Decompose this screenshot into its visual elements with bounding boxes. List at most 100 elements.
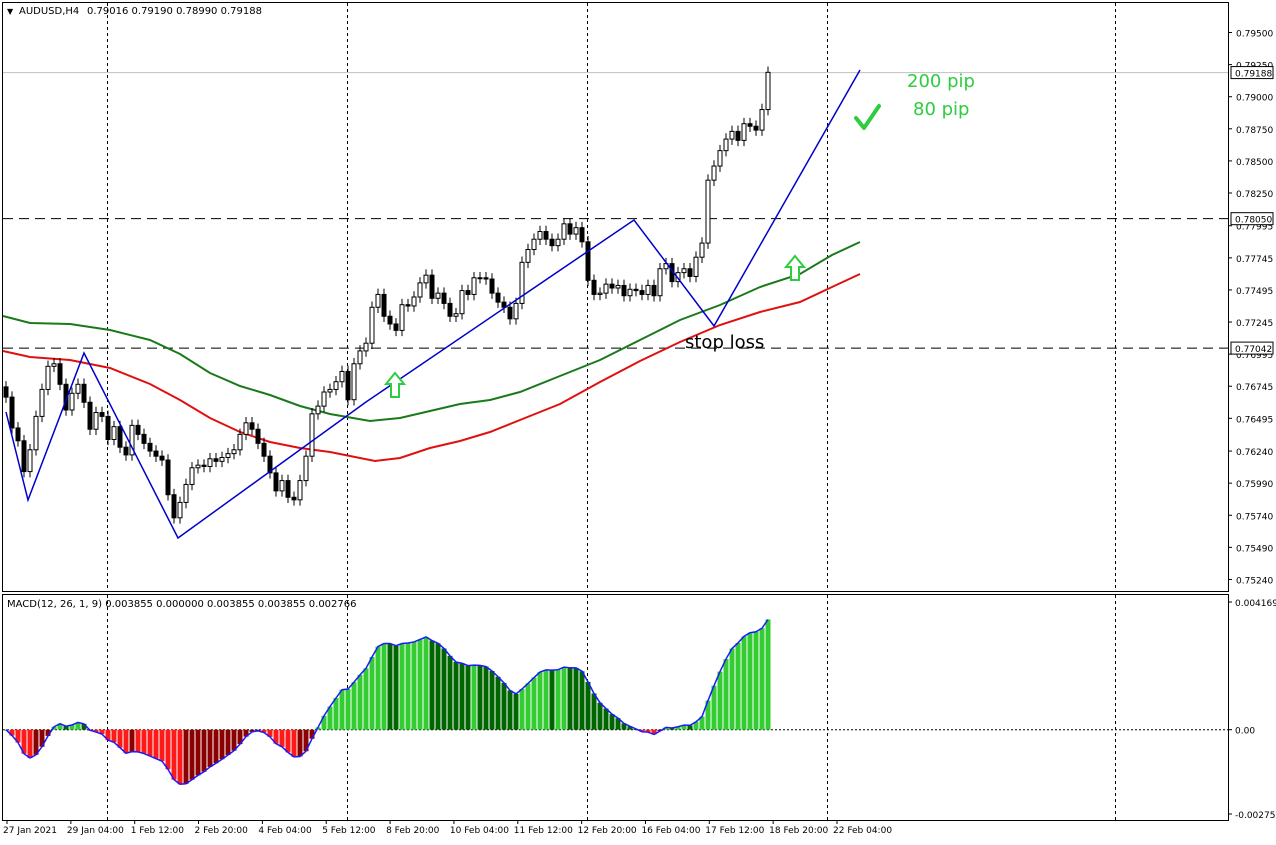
candle[interactable] xyxy=(117,420,123,453)
candle[interactable] xyxy=(279,474,285,497)
candle[interactable] xyxy=(405,298,411,312)
candle[interactable] xyxy=(327,383,333,398)
candle[interactable] xyxy=(459,284,465,320)
candle[interactable] xyxy=(159,450,165,466)
candle[interactable] xyxy=(723,133,729,157)
candle[interactable] xyxy=(63,378,69,416)
candle[interactable] xyxy=(255,423,261,450)
candle[interactable] xyxy=(363,337,369,357)
candle[interactable] xyxy=(303,450,309,487)
candle[interactable] xyxy=(429,269,435,305)
candle[interactable] xyxy=(621,279,627,302)
candle[interactable] xyxy=(81,378,87,409)
candle[interactable] xyxy=(219,451,225,468)
candle[interactable] xyxy=(39,383,45,423)
candle[interactable] xyxy=(27,444,33,478)
candle[interactable] xyxy=(243,417,249,441)
candle[interactable] xyxy=(207,452,213,473)
candle[interactable] xyxy=(759,103,765,136)
candle[interactable] xyxy=(609,278,615,294)
candle[interactable] xyxy=(225,447,231,464)
candle[interactable] xyxy=(579,221,585,248)
candle[interactable] xyxy=(417,277,423,303)
candle[interactable] xyxy=(57,357,63,391)
candle[interactable] xyxy=(315,400,321,420)
collapse-arrow-icon[interactable]: ▼ xyxy=(7,7,14,16)
candle[interactable] xyxy=(201,459,207,473)
candle[interactable] xyxy=(471,271,477,301)
candle[interactable] xyxy=(21,435,27,478)
candle[interactable] xyxy=(87,396,93,436)
candle[interactable] xyxy=(477,271,483,284)
candle[interactable] xyxy=(555,233,561,252)
candle[interactable] xyxy=(453,307,459,323)
candle[interactable] xyxy=(249,417,255,436)
candle[interactable] xyxy=(543,225,549,246)
candle[interactable] xyxy=(765,66,771,116)
candle[interactable] xyxy=(309,408,315,462)
candle[interactable] xyxy=(525,243,531,269)
candle[interactable] xyxy=(591,274,597,301)
candle[interactable] xyxy=(513,297,519,325)
candle[interactable] xyxy=(585,236,591,287)
candle[interactable] xyxy=(51,357,57,373)
candle[interactable] xyxy=(447,297,453,323)
candle[interactable] xyxy=(717,144,723,172)
candle[interactable] xyxy=(129,419,135,461)
candle[interactable] xyxy=(351,357,357,406)
candle[interactable] xyxy=(135,419,141,441)
candle[interactable] xyxy=(711,160,717,186)
candle[interactable] xyxy=(45,360,51,396)
candle[interactable] xyxy=(615,279,621,294)
candle[interactable] xyxy=(387,310,393,330)
candle[interactable] xyxy=(75,378,81,400)
candle[interactable] xyxy=(9,391,15,434)
candle[interactable] xyxy=(531,233,537,256)
candle[interactable] xyxy=(33,410,39,456)
candle[interactable] xyxy=(501,296,507,314)
candle[interactable] xyxy=(597,287,603,301)
candle[interactable] xyxy=(213,452,219,468)
candle[interactable] xyxy=(297,474,303,506)
candle[interactable] xyxy=(699,237,705,263)
candle[interactable] xyxy=(651,279,657,302)
candle[interactable] xyxy=(753,120,759,136)
candle[interactable] xyxy=(519,256,525,310)
candle[interactable] xyxy=(165,454,171,501)
candle[interactable] xyxy=(153,445,159,462)
candle[interactable] xyxy=(729,125,735,145)
candle[interactable] xyxy=(393,318,399,337)
candle[interactable] xyxy=(489,273,495,299)
candle[interactable] xyxy=(639,284,645,301)
candle[interactable] xyxy=(411,291,417,312)
candle[interactable] xyxy=(549,233,555,252)
candle[interactable] xyxy=(3,381,9,403)
candle[interactable] xyxy=(273,467,279,497)
candle[interactable] xyxy=(333,375,339,396)
candle[interactable] xyxy=(627,283,633,302)
candle[interactable] xyxy=(189,461,195,491)
candle[interactable] xyxy=(99,406,105,423)
candle[interactable] xyxy=(495,287,501,308)
candle[interactable] xyxy=(321,386,327,412)
candle[interactable] xyxy=(747,117,753,133)
price-axis[interactable]: 0.795000.792500.790000.787500.785000.782… xyxy=(1228,30,1274,587)
candle[interactable] xyxy=(285,474,291,504)
candle[interactable] xyxy=(93,406,99,436)
candle[interactable] xyxy=(267,450,273,479)
candle[interactable] xyxy=(561,218,567,246)
candle[interactable] xyxy=(231,444,237,460)
candle[interactable] xyxy=(105,410,111,446)
candle[interactable] xyxy=(177,496,183,524)
candle[interactable] xyxy=(681,262,687,279)
candle[interactable] xyxy=(183,478,189,509)
candle[interactable] xyxy=(261,437,267,462)
candle[interactable] xyxy=(195,459,201,474)
candle[interactable] xyxy=(441,287,447,310)
candle[interactable] xyxy=(687,262,693,283)
candle[interactable] xyxy=(693,251,699,283)
candle[interactable] xyxy=(291,491,297,506)
candle[interactable] xyxy=(657,262,663,302)
